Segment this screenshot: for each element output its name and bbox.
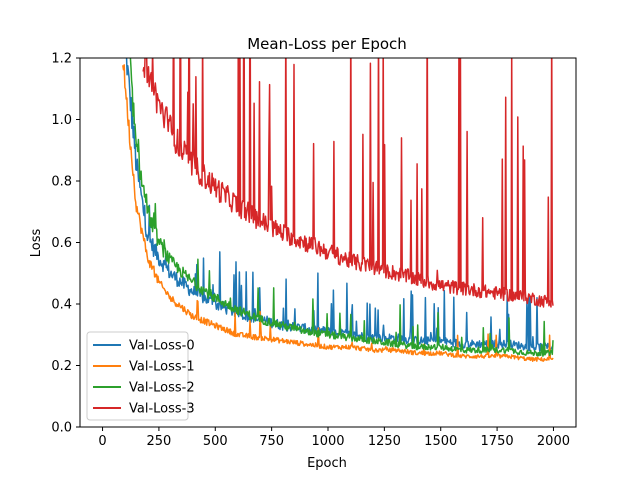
chart-title: Mean-Loss per Epoch	[247, 35, 407, 53]
y-tick-label: 0.4	[51, 298, 72, 313]
axes: 0 250 500 750 1000 1250 1500 1750 2000 0.0 0.2 0.4 0…	[51, 52, 577, 449]
y-tick-label: 0.0	[51, 421, 72, 436]
x-tick-label: 1500	[424, 434, 457, 449]
series-line-1	[122, 64, 554, 362]
x-tick-label: 1750	[481, 434, 514, 449]
legend-box	[86, 331, 189, 421]
series-line-3	[142, 58, 554, 308]
y-tick-label: 1.2	[51, 52, 72, 67]
y-axis-label: Loss	[29, 229, 44, 258]
legend-entry-label: Val-Loss-3	[129, 402, 195, 417]
y-tick-label: 0.2	[51, 359, 72, 374]
legend: Val-Loss-0 Val-Loss-1 Val-Loss-2 Val-Loss-3	[86, 331, 195, 421]
x-tick-label: 250	[146, 434, 171, 449]
x-tick-label: 0	[98, 434, 106, 449]
series-line-2	[129, 58, 554, 357]
y-tick-label: 1.0	[51, 113, 72, 128]
x-tick-label: 1250	[368, 434, 401, 449]
x-tick-label: 2000	[537, 434, 570, 449]
legend-entry-label: Val-Loss-1	[129, 360, 195, 375]
legend-entry-label: Val-Loss-0	[129, 339, 195, 354]
y-tick-label: 0.8	[51, 175, 72, 190]
y-tick-label: 0.6	[51, 236, 72, 251]
x-tick-label: 750	[259, 434, 284, 449]
x-tick-label: 1000	[311, 434, 344, 449]
plot-area	[122, 58, 554, 362]
x-axis-label: Epoch	[307, 456, 347, 471]
legend-entry-label: Val-Loss-2	[129, 381, 195, 396]
x-tick-label: 500	[203, 434, 228, 449]
